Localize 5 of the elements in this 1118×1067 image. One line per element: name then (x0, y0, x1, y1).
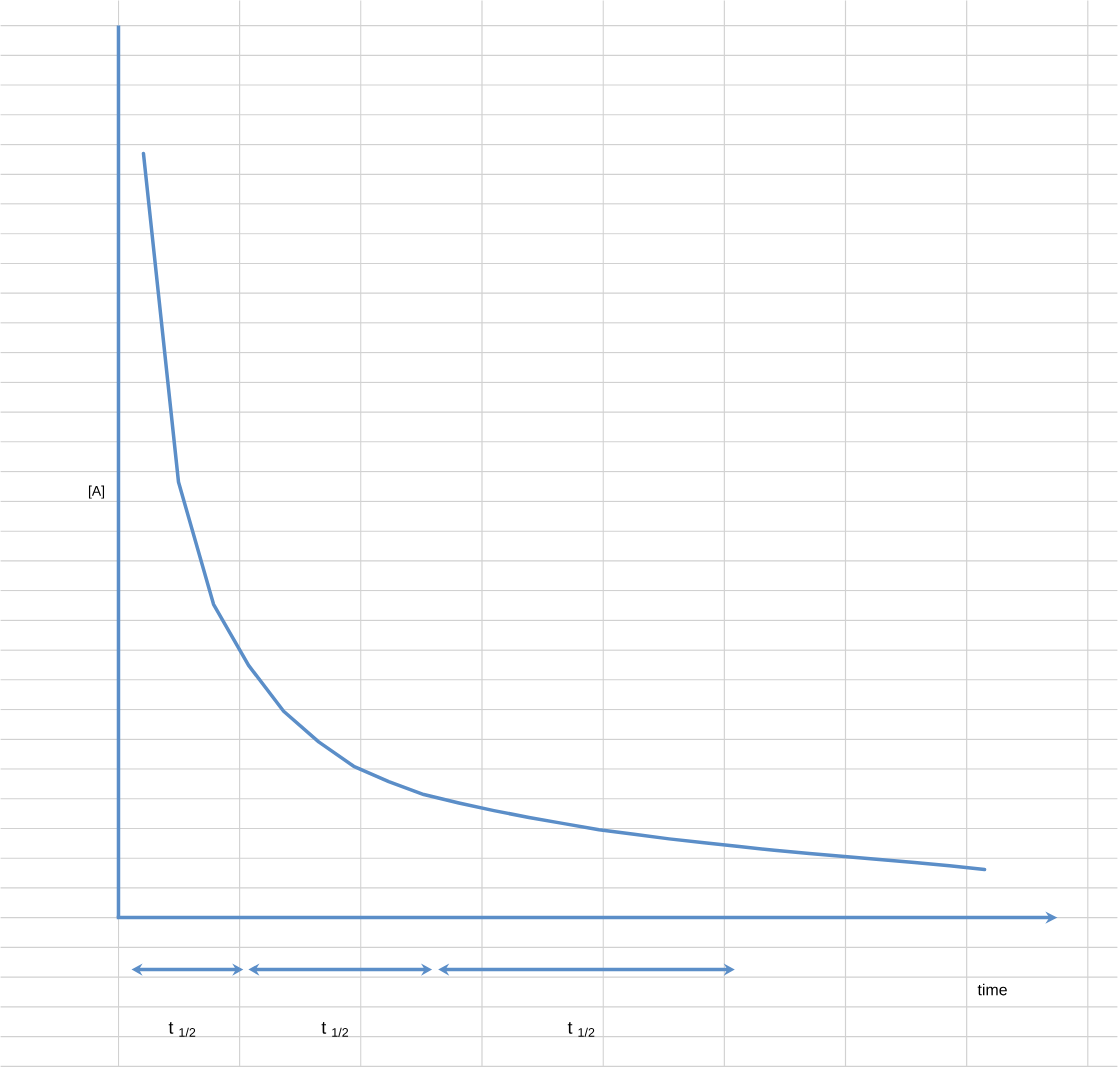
x-axis-title: time (977, 983, 1007, 996)
text: t $_{1/2}$ (168, 1022, 196, 1037)
text: t $_{1/2}$ (567, 1022, 595, 1037)
y-axis-title: [A] (88, 485, 105, 499)
text: t $_{1/2}$ (321, 1022, 349, 1037)
